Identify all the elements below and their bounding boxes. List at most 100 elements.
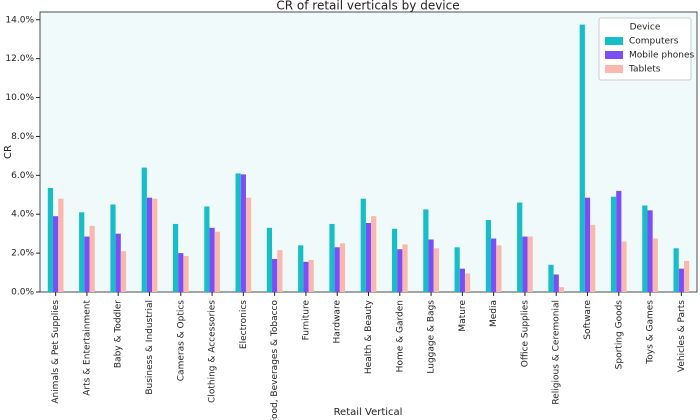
bar — [522, 236, 528, 292]
legend-label: Mobile phones — [629, 51, 695, 61]
bar — [115, 233, 121, 292]
x-tick-label: Media — [489, 300, 499, 327]
bar — [683, 260, 690, 292]
bar — [584, 197, 591, 292]
bar — [89, 225, 95, 292]
chart-title: CR of retail verticals by device — [276, 0, 459, 13]
x-tick-label: Food, Beverages & Tobacco — [270, 300, 280, 420]
legend-box — [598, 17, 692, 81]
bar — [558, 287, 565, 292]
bar — [647, 210, 653, 292]
y-tick-label: 2.0% — [11, 249, 34, 259]
bar — [110, 204, 116, 292]
x-tick-label: Arts & Entertainment — [82, 300, 92, 396]
x-tick-label: Mature — [458, 300, 468, 332]
bar — [423, 209, 429, 292]
x-tick-label: Animals & Pet Supplies — [51, 300, 61, 404]
bar — [308, 259, 314, 292]
bar — [152, 198, 158, 292]
legend-swatch — [605, 65, 623, 73]
bar — [240, 174, 246, 292]
x-tick-label: Baby & Toddler — [114, 300, 124, 368]
bar — [678, 268, 684, 292]
bar — [47, 187, 54, 292]
bar — [433, 248, 439, 292]
bar — [590, 224, 596, 292]
bar — [491, 238, 497, 292]
bar — [120, 251, 127, 292]
x-axis-label: Retail Vertical — [334, 407, 403, 418]
x-tick-label: Cameras & Optics — [176, 300, 186, 382]
bar — [339, 243, 346, 292]
y-tick-label: 14.0% — [5, 15, 34, 25]
bar — [53, 216, 59, 292]
bar — [527, 236, 533, 292]
y-tick-label: 12.0% — [5, 54, 34, 64]
bar — [235, 173, 241, 292]
bar — [391, 228, 398, 292]
bar — [266, 227, 273, 292]
bar — [621, 241, 627, 292]
bar — [79, 212, 85, 292]
bar — [209, 227, 215, 292]
bar — [673, 248, 679, 292]
bar — [642, 205, 648, 292]
bar — [58, 198, 64, 292]
bar — [616, 190, 622, 292]
bar — [84, 236, 90, 292]
bar — [652, 238, 658, 292]
x-tick-label: Religious & Ceremonial — [552, 300, 562, 405]
x-tick-label: Clothing & Accessories — [208, 300, 218, 403]
bar — [360, 198, 366, 292]
legend-label: Computers — [629, 37, 679, 47]
bar — [402, 244, 408, 292]
legend-title: Device — [630, 23, 661, 33]
bar — [146, 197, 153, 292]
bar — [272, 258, 278, 292]
x-tick-label: Luggage & Bags — [427, 300, 437, 374]
y-tick-label: 4.0% — [11, 210, 34, 220]
bar — [548, 264, 554, 292]
bar — [464, 273, 471, 292]
bar — [517, 202, 523, 292]
x-tick-label: Electronics — [239, 300, 249, 349]
x-tick-label: Vehicles & Parts — [677, 300, 687, 372]
bar — [428, 239, 434, 292]
legend-label: Tablets — [628, 65, 661, 75]
bar — [245, 197, 252, 292]
x-tick-label: Sporting Goods — [614, 300, 624, 370]
y-tick-label: 0.0% — [11, 288, 34, 298]
bar — [553, 274, 559, 292]
bar — [485, 220, 492, 292]
bar — [365, 222, 372, 292]
x-tick-label: Hardware — [333, 300, 343, 344]
x-tick-label: Office Supplies — [520, 300, 530, 368]
legend-swatch — [605, 51, 623, 59]
x-tick-label: Home & Garden — [395, 300, 405, 372]
bar — [214, 231, 220, 292]
y-axis-label: CR — [3, 145, 14, 159]
y-tick-label: 10.0% — [5, 93, 34, 103]
x-tick-label: Toys & Games — [646, 300, 656, 365]
bar — [334, 247, 340, 292]
bar — [496, 245, 502, 292]
bar — [204, 206, 210, 292]
bar — [183, 256, 189, 292]
bar — [397, 249, 403, 292]
y-tick-label: 6.0% — [11, 171, 34, 181]
bar — [172, 223, 179, 292]
bar — [303, 261, 309, 292]
bar — [454, 247, 460, 292]
x-tick-label: Business & Industrial — [145, 300, 155, 395]
bar — [277, 250, 283, 292]
x-tick-label: Furniture — [301, 300, 311, 341]
y-tick-label: 8.0% — [11, 132, 34, 142]
bar — [178, 253, 184, 292]
bar — [298, 245, 304, 292]
bar — [141, 167, 147, 292]
bar — [579, 24, 585, 293]
bar — [459, 268, 465, 292]
bar — [371, 216, 377, 292]
